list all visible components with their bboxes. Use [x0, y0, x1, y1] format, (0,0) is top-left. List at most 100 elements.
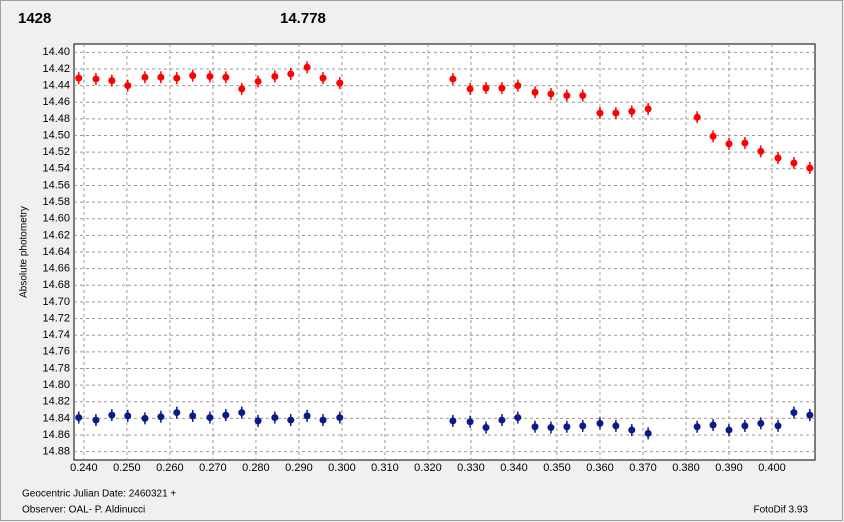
data-point	[498, 82, 506, 95]
y-tick-label: 14.40	[42, 46, 70, 58]
data-point	[319, 414, 327, 427]
data-point	[466, 82, 474, 95]
plot-area	[73, 43, 816, 461]
data-point	[271, 70, 279, 83]
data-point	[741, 419, 749, 432]
data-point	[75, 411, 83, 424]
data-point	[238, 406, 246, 419]
x-tick-label: 0.340	[500, 462, 528, 474]
data-point	[157, 71, 165, 84]
data-point	[725, 137, 733, 150]
x-tick-label: 0.260	[156, 462, 184, 474]
data-point	[108, 74, 116, 87]
x-tick-label: 0.240	[70, 462, 98, 474]
data-point	[806, 409, 814, 422]
y-tick-label: 14.78	[42, 362, 70, 374]
data-point	[514, 79, 522, 92]
legend-entry: 14.778	[280, 10, 326, 27]
data-point	[547, 87, 555, 100]
data-point	[774, 419, 782, 432]
x-tick-label: 0.330	[457, 462, 485, 474]
data-point	[222, 71, 230, 84]
x-tick-label: 0.290	[285, 462, 313, 474]
data-point	[466, 415, 474, 428]
data-point	[628, 105, 636, 118]
x-tick-label: 0.310	[371, 462, 399, 474]
data-point	[579, 89, 587, 102]
data-point	[563, 420, 571, 433]
y-tick-label: 14.50	[42, 129, 70, 141]
data-point	[303, 409, 311, 422]
y-tick-label: 14.76	[42, 346, 70, 358]
data-point	[108, 409, 116, 422]
data-point	[173, 72, 181, 85]
data-point	[757, 145, 765, 158]
y-tick-label: 14.46	[42, 96, 70, 108]
data-point	[596, 417, 604, 430]
x-tick-label: 0.400	[758, 462, 786, 474]
y-tick-label: 14.64	[42, 246, 70, 258]
x-tick-label: 0.380	[672, 462, 700, 474]
data-point	[482, 82, 490, 95]
data-point	[612, 419, 620, 432]
x-axis-label: Geocentric Julian Date: 2460321 +	[22, 489, 176, 500]
x-tick-label: 0.300	[328, 462, 356, 474]
data-point	[449, 72, 457, 85]
data-point	[693, 420, 701, 433]
y-tick-label: 14.58	[42, 196, 70, 208]
x-tick-label: 0.350	[543, 462, 571, 474]
y-tick-label: 14.70	[42, 296, 70, 308]
x-tick-label: 0.270	[199, 462, 227, 474]
y-tick-label: 14.80	[42, 379, 70, 391]
data-point	[75, 72, 83, 85]
data-point	[222, 409, 230, 422]
data-point	[287, 414, 295, 427]
x-tick-label: 0.250	[113, 462, 141, 474]
data-point	[757, 417, 765, 430]
data-point	[709, 130, 717, 143]
y-tick-label: 14.88	[42, 446, 70, 458]
y-tick-label: 14.66	[42, 263, 70, 275]
data-point	[531, 420, 539, 433]
observer: Observer: OAL- P. Aldinucci	[22, 505, 145, 516]
data-point	[498, 414, 506, 427]
y-tick-label: 14.52	[42, 146, 70, 158]
data-point	[141, 412, 149, 425]
data-point	[449, 414, 457, 427]
y-tick-label: 14.74	[42, 329, 70, 341]
y-tick-label: 14.48	[42, 113, 70, 125]
x-tick-label: 0.360	[586, 462, 614, 474]
data-point	[531, 86, 539, 99]
data-point	[596, 107, 604, 120]
y-axis-label: Absolute photometry	[19, 206, 30, 298]
data-point	[579, 419, 587, 432]
y-tick-label: 14.68	[42, 279, 70, 291]
data-point	[92, 72, 100, 85]
data-point	[92, 414, 100, 427]
y-tick-label: 14.44	[42, 80, 70, 92]
data-point	[547, 421, 555, 434]
data-point	[790, 156, 798, 169]
data-point	[141, 71, 149, 84]
data-point	[741, 137, 749, 150]
data-point	[644, 102, 652, 115]
data-point	[806, 161, 814, 174]
data-point	[303, 61, 311, 74]
x-tick-label: 0.390	[715, 462, 743, 474]
software: FotoDif 3.93	[754, 505, 809, 516]
x-tick-label: 0.280	[242, 462, 270, 474]
y-tick-label: 14.42	[42, 63, 70, 75]
y-tick-label: 14.62	[42, 229, 70, 241]
y-tick-label: 14.56	[42, 179, 70, 191]
y-tick-label: 14.60	[42, 213, 70, 225]
data-point	[774, 151, 782, 164]
data-point	[482, 421, 490, 434]
data-point	[254, 75, 262, 88]
data-point	[206, 411, 214, 424]
x-tick-label: 0.370	[629, 462, 657, 474]
data-point	[628, 424, 636, 437]
data-point	[319, 72, 327, 85]
data-point	[336, 411, 344, 424]
y-tick-label: 14.72	[42, 312, 70, 324]
